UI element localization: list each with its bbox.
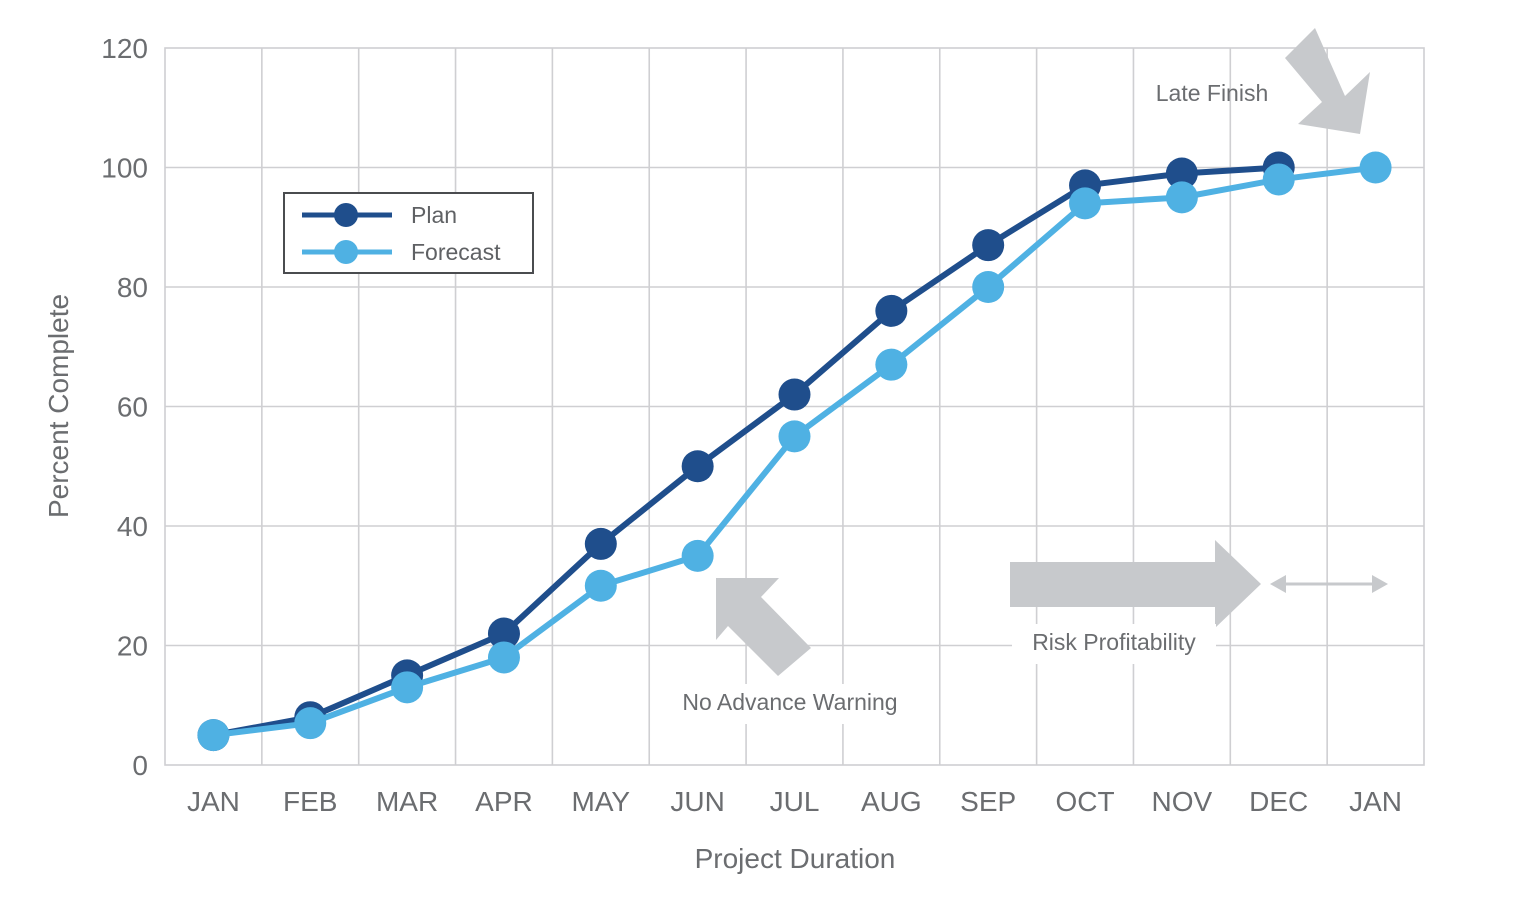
x-tick-label: JAN: [187, 786, 240, 817]
data-point-plan: [972, 229, 1005, 262]
data-point-plan: [487, 617, 520, 650]
data-point-forecast: [197, 719, 230, 752]
risk-profitability-label: Risk Profitability: [1032, 629, 1196, 655]
legend-item-forecast: Forecast: [302, 239, 501, 265]
y-tick-label: 20: [117, 631, 148, 662]
x-tick-label: JUN: [670, 786, 724, 817]
x-tick-label: FEB: [283, 786, 337, 817]
risk-profitability-label-bg: [1012, 624, 1216, 664]
x-tick-label: DEC: [1249, 786, 1308, 817]
data-point-forecast: [1359, 151, 1392, 184]
x-tick-label: APR: [475, 786, 533, 817]
plot-frame: [164, 47, 1425, 766]
double-headed-arrow: [1270, 575, 1388, 593]
x-tick-label: OCT: [1055, 786, 1114, 817]
no-advance-warning-label: No Advance Warning: [682, 689, 897, 715]
no-advance-warning-label-bg: [664, 684, 916, 724]
y-tick-label: 40: [117, 511, 148, 542]
y-tick-label: 0: [132, 750, 148, 781]
legend-label-forecast: Forecast: [411, 239, 501, 265]
y-tick-labels: 0 20 40 60 80 100 120: [101, 33, 148, 781]
legend-marker-forecast: [334, 240, 358, 264]
x-tick-label: JUL: [770, 786, 820, 817]
y-tick-label: 100: [101, 153, 148, 184]
data-point-forecast: [1165, 181, 1198, 214]
data-point-forecast: [294, 707, 327, 740]
data-point-forecast: [584, 569, 617, 602]
late-finish-arrow: [1285, 28, 1370, 134]
x-tick-label: NOV: [1152, 786, 1213, 817]
y-axis-title: Percent Complete: [43, 294, 74, 518]
late-finish-label: Late Finish: [1156, 80, 1269, 106]
no-advance-warning-annotation: No Advance Warning: [664, 578, 916, 724]
data-point-plan: [778, 378, 811, 411]
data-point-forecast: [875, 348, 908, 381]
legend-label-plan: Plan: [411, 202, 457, 228]
x-axis-title: Project Duration: [695, 843, 896, 874]
data-point-forecast: [391, 671, 424, 704]
y-tick-label: 60: [117, 392, 148, 423]
x-tick-label: SEP: [960, 786, 1016, 817]
data-point-forecast: [1069, 187, 1102, 220]
data-point-forecast: [972, 271, 1005, 303]
y-tick-label: 80: [117, 272, 148, 303]
data-point-plan: [584, 527, 617, 560]
legend-box: [283, 192, 534, 274]
no-advance-warning-arrow: [716, 578, 811, 676]
data-point-forecast: [487, 641, 520, 674]
legend-item-plan: Plan: [302, 202, 457, 228]
data-point-plan: [681, 450, 714, 483]
series-line-plan: [212, 164, 1279, 739]
x-tick-labels: JAN FEB MAR APR MAY JUN JUL AUG SEP OCT NOV DEC JAN: [187, 786, 1402, 817]
x-tick-label: JAN: [1349, 786, 1402, 817]
data-point-plan: [875, 294, 908, 327]
x-tick-label: AUG: [861, 786, 922, 817]
x-tick-label: MAY: [572, 786, 631, 817]
legend-marker-plan: [334, 203, 358, 227]
y-tick-label: 120: [101, 33, 148, 64]
series-layer: [197, 151, 1392, 752]
data-point-forecast: [1262, 163, 1295, 196]
data-point-forecast: [681, 539, 714, 572]
data-point-forecast: [778, 420, 811, 453]
legend: Plan Forecast: [283, 192, 534, 274]
risk-profitability-annotation: Risk Profitability: [1010, 540, 1388, 664]
risk-profitability-arrow: [1010, 540, 1261, 628]
x-tick-label: MAR: [376, 786, 438, 817]
data-point-plan: [1165, 157, 1198, 190]
late-finish-annotation: Late Finish: [1156, 28, 1370, 134]
series-forecast: [197, 151, 1392, 752]
